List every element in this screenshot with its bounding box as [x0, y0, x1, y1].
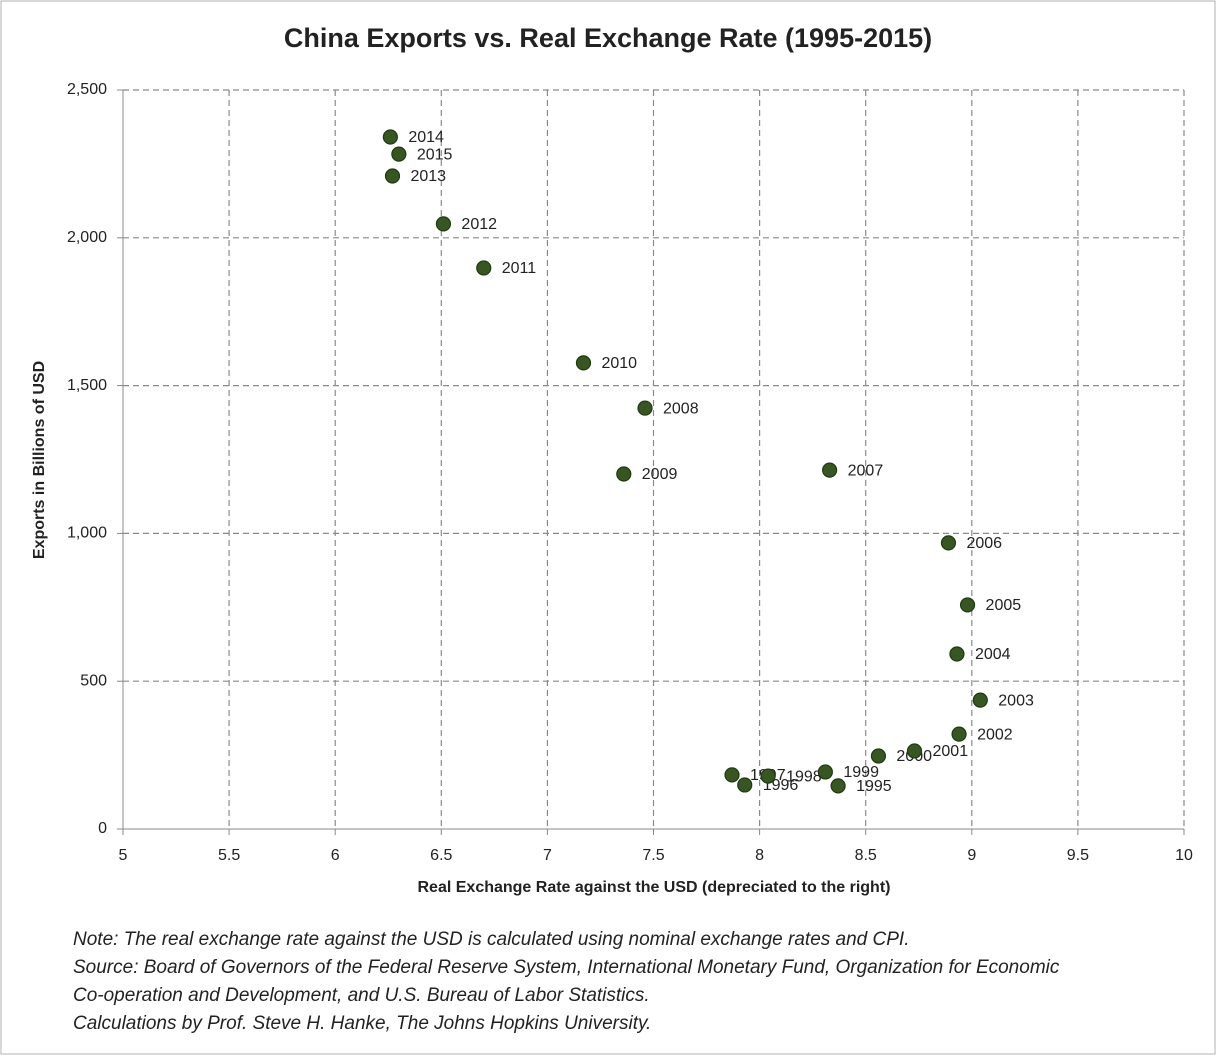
point-label: 2010	[601, 355, 637, 372]
data-point	[949, 646, 965, 662]
data-point	[822, 462, 838, 478]
point-label: 2009	[642, 466, 678, 483]
y-tick-label: 1,500	[67, 377, 107, 394]
x-tick-label: 8.5	[855, 847, 877, 864]
point-label: 2014	[408, 129, 444, 146]
data-point	[870, 748, 887, 764]
x-tick-label: 9.5	[1067, 847, 1089, 864]
point-label: 2007	[848, 462, 884, 479]
data-point	[637, 400, 653, 416]
data-point	[724, 767, 740, 783]
point-label: 2011	[502, 260, 537, 277]
point-label: 2002	[977, 726, 1013, 743]
point-label: 2001	[933, 743, 969, 760]
data-point	[906, 743, 923, 759]
point-label: 2012	[461, 216, 497, 233]
data-point	[817, 764, 833, 780]
point-label: 2004	[975, 646, 1011, 663]
x-tick-label: 7.5	[642, 847, 664, 864]
data-point	[951, 726, 967, 742]
data-point	[760, 768, 776, 784]
note: Note: The real exchange rate against the…	[73, 929, 909, 950]
note: Co-operation and Development, and U.S. B…	[73, 985, 650, 1006]
point-label: 1998	[786, 768, 822, 785]
data-point	[959, 597, 976, 613]
point-label: 1995	[856, 778, 892, 795]
chart-title: China Exports vs. Real Exchange Rate (19…	[284, 23, 932, 53]
y-axis-title: Exports in Billions of USD	[31, 361, 48, 559]
x-tick-label: 6	[331, 847, 340, 864]
x-tick-label: 10	[1175, 847, 1193, 864]
point-label: 2008	[663, 400, 699, 417]
data-point	[435, 216, 452, 232]
y-tick-label: 1,000	[67, 525, 107, 542]
data-point	[737, 777, 753, 793]
x-tick-label: 9	[967, 847, 976, 864]
data-point	[616, 466, 632, 482]
data-point	[476, 260, 492, 276]
data-point	[940, 535, 957, 551]
data-point	[972, 692, 988, 708]
note: Calculations by Prof. Steve H. Hanke, Th…	[73, 1013, 651, 1034]
point-label: 2015	[417, 146, 453, 163]
x-tick-label: 5	[119, 847, 128, 864]
point-label: 1999	[843, 764, 879, 781]
data-point	[391, 146, 407, 162]
y-tick-label: 2,500	[67, 81, 107, 98]
x-tick-label: 7	[543, 847, 552, 864]
point-label: 2013	[410, 168, 446, 185]
note: Source: Board of Governors of the Federa…	[73, 957, 1060, 978]
x-tick-label: 8	[755, 847, 764, 864]
point-label: 2003	[998, 692, 1034, 709]
y-tick-label: 0	[98, 820, 107, 837]
x-tick-label: 6.5	[430, 847, 452, 864]
y-tick-label: 2,000	[67, 229, 107, 246]
point-label: 2006	[966, 535, 1002, 552]
x-axis-title: Real Exchange Rate against the USD (depr…	[418, 879, 891, 896]
data-point	[830, 778, 846, 794]
data-point	[575, 355, 592, 371]
y-tick-label: 500	[80, 672, 107, 689]
point-label: 2005	[986, 597, 1022, 614]
data-point	[384, 168, 401, 184]
data-point	[382, 129, 398, 145]
x-tick-label: 5.5	[218, 847, 240, 864]
